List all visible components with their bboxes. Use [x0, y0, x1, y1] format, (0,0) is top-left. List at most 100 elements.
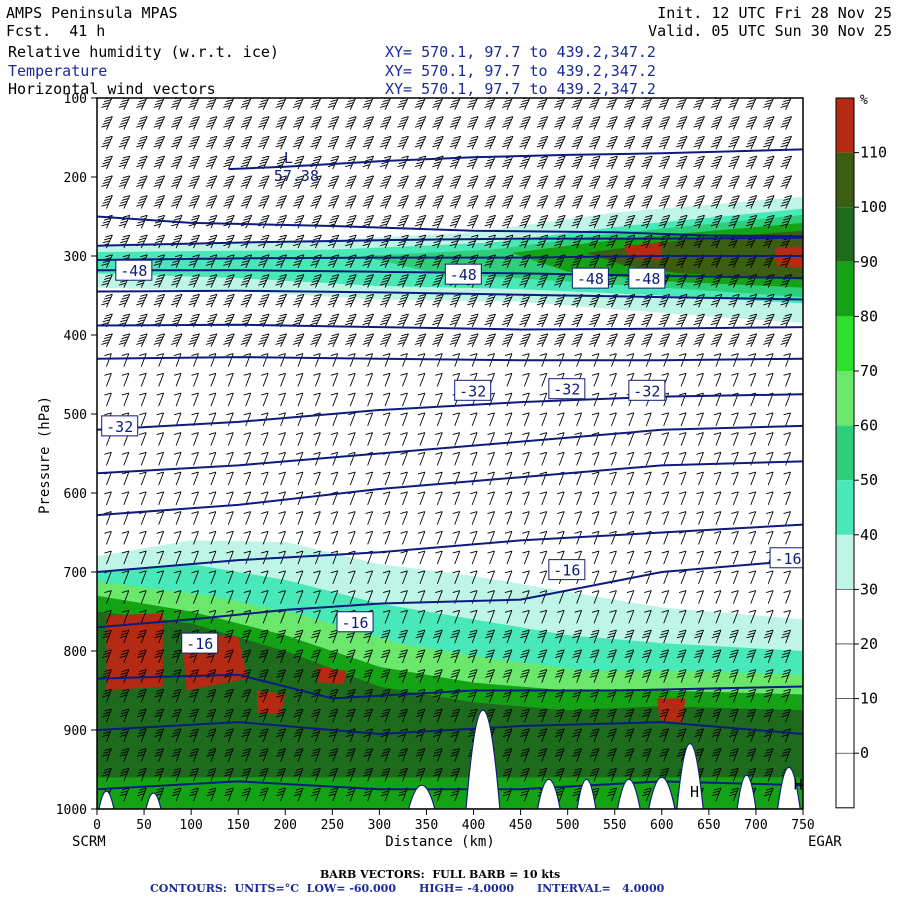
colorbar-segment-7	[836, 480, 854, 535]
contour-label-box-1	[444, 263, 482, 285]
x-axis-title: Distance (km)	[385, 834, 495, 850]
y-tick-label-1: 200	[64, 171, 87, 186]
x-tick-label-14: 700	[744, 818, 767, 833]
field-xy-temperature: XY= 570.1, 97.7 to 439.2,347.2	[385, 62, 656, 80]
x-tick-label-0: 0	[93, 818, 101, 833]
y-tick-label-3: 400	[64, 329, 87, 344]
terrain-peak-8	[676, 743, 704, 809]
forecast-hour: Fcst. 41 h	[6, 22, 106, 40]
contour-label-0: -48	[120, 262, 147, 280]
y-tick-label-5: 600	[64, 487, 87, 502]
contour-label-box-5	[548, 378, 586, 400]
colorbar-label-7: 40	[860, 526, 878, 544]
contour-label-4: -32	[459, 382, 486, 400]
terrain-peak-5	[576, 778, 597, 809]
x-tick-label-6: 300	[368, 818, 391, 833]
contour-label-box-6	[628, 379, 666, 401]
colorbar-label-3: 80	[860, 307, 878, 325]
x-tick-label-11: 550	[603, 818, 626, 833]
colorbar-label-5: 60	[860, 417, 878, 435]
high-marker-0: H	[690, 783, 699, 801]
x-tick-label-10: 500	[556, 818, 579, 833]
x-tick-label-7: 350	[415, 818, 438, 833]
colorbar-segment-10	[835, 643, 855, 699]
contour-label-box-4	[454, 379, 492, 401]
humidity-patch-lower-red4	[318, 666, 347, 685]
x-tick-label-15: 750	[791, 818, 814, 833]
plot-frame	[96, 97, 804, 810]
terrain	[98, 709, 801, 809]
colorbar-segment-3	[836, 261, 854, 317]
init-time: Init. 12 UTC Fri 28 Nov 25	[657, 4, 892, 22]
terrain-peak-6	[616, 778, 641, 809]
colorbar-segment-1	[836, 152, 854, 208]
y-axis-title: Pressure (hPa)	[37, 396, 53, 514]
contour-label-box-7	[101, 415, 139, 437]
terrain-peak-7	[648, 776, 676, 809]
y-tick-label-2: 300	[64, 250, 87, 265]
colorbar-label-4: 70	[860, 362, 878, 380]
contour-label-box-2	[571, 267, 609, 289]
right-endpoint-label: EGAR	[808, 834, 842, 850]
x-tick-label-3: 150	[226, 818, 249, 833]
temperature-contour-line-1	[97, 215, 803, 238]
colorbar-segment-11	[835, 698, 855, 754]
field-name-rh: Relative humidity (w.r.t. ice)	[8, 43, 279, 61]
x-tick-label-9: 450	[509, 818, 532, 833]
contour-label-8: -16	[553, 562, 580, 580]
temperature-contour-line-7	[97, 356, 803, 362]
colorbar-label-6: 50	[860, 471, 878, 489]
y-tick-label-4: 500	[64, 408, 87, 423]
model-title: AMPS Peninsula MPAS	[6, 4, 178, 22]
colorbar-label-9: 20	[860, 635, 878, 653]
field-name-temperature: Temperature	[8, 62, 108, 80]
temperature-contour-line-3	[97, 255, 803, 261]
contour-label-box-3	[628, 267, 666, 289]
temperature-contour-line-14	[97, 721, 803, 735]
temperature-contour-line-2	[97, 236, 803, 247]
contour-label-9: -16	[775, 550, 802, 568]
y-tick-label-0: 100	[64, 92, 87, 107]
temperature-contour-line-8	[97, 393, 803, 431]
terrain-peak-4	[536, 778, 561, 809]
x-tick-label-2: 100	[179, 818, 202, 833]
colorbar-segment-12	[835, 752, 855, 809]
contour-label-2: -48	[577, 270, 604, 288]
colorbar-segment-4	[836, 316, 854, 371]
field-xy-rh: XY= 570.1, 97.7 to 439.2,347.2	[385, 43, 656, 61]
low-marker-letter: L	[284, 149, 293, 167]
x-tick-label-8: 400	[462, 818, 485, 833]
temperature-contour-line-6	[97, 323, 803, 331]
temperature-contour-line-13	[97, 673, 803, 700]
field-xy-wind: XY= 570.1, 97.7 to 439.2,347.2	[385, 80, 656, 98]
contour-label-1: -48	[450, 266, 477, 284]
contour-labels: -48 -48 -48 -48 -32 -32 -32 -32 -16 -16 -16 -16	[101, 259, 803, 654]
x-tick-label-1: 50	[136, 818, 152, 833]
contour-label-box-0	[115, 259, 153, 281]
temperature-contour-line-9	[97, 424, 803, 475]
terrain-peak-9	[736, 774, 757, 809]
temperature-contour-line-11	[97, 523, 803, 573]
contour-label-box-9	[769, 547, 803, 569]
x-tick-label-5: 250	[321, 818, 344, 833]
contour-note: CONTOURS: UNITS=°C LOW= -60.000 HIGH= -4…	[150, 882, 665, 895]
contour-label-7: -32	[106, 418, 133, 436]
y-tick-label-8: 900	[64, 724, 87, 739]
humidity-patch-lower-red1	[106, 613, 163, 691]
colorbar-segment-5	[836, 371, 854, 426]
left-endpoint-label: SCRM	[72, 834, 106, 850]
temperature-contour-line-12	[97, 559, 803, 629]
terrain-peak-10	[776, 767, 801, 809]
y-tick-label-9: 1000	[56, 803, 87, 818]
low-marker-value: 57.38	[274, 167, 319, 185]
colorbar-label-10: 10	[860, 690, 878, 708]
contour-label-11: -16	[186, 635, 213, 653]
x-tick-label-12: 600	[650, 818, 673, 833]
contour-label-box-10	[336, 611, 374, 633]
colorbar-label-1: 100	[860, 198, 887, 216]
colorbar-label-8: 30	[860, 580, 878, 598]
temperature-contour-line-0	[228, 148, 803, 171]
terrain-peak-3	[465, 709, 501, 809]
colorbar-unit: %	[860, 93, 868, 108]
